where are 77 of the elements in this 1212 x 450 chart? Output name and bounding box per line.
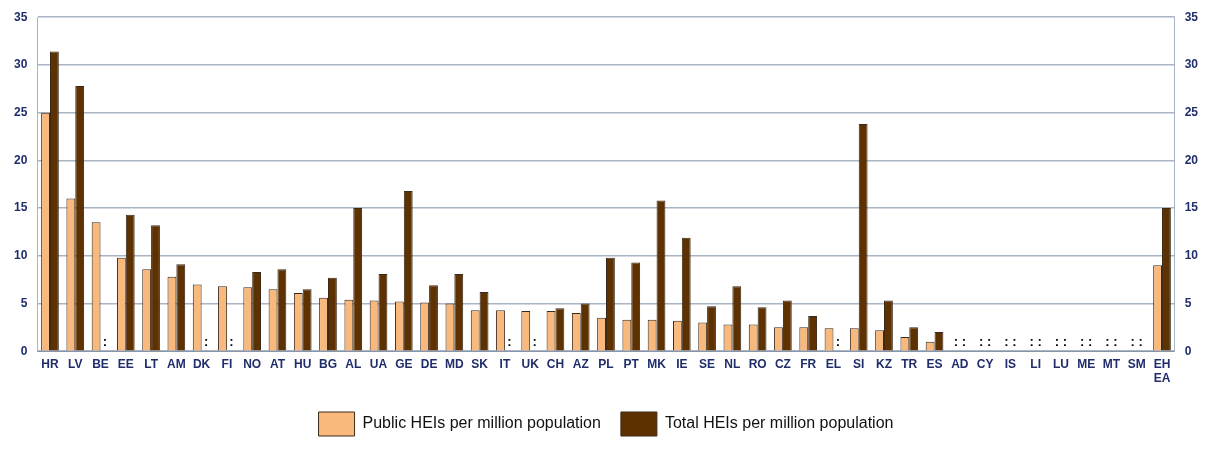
annotation: : [532, 334, 537, 350]
y-tick-label: 25 [13, 104, 28, 119]
x-tick-label: SK [471, 356, 489, 371]
x-tick-label: HU [294, 356, 312, 371]
x-tick-label: MK [647, 356, 667, 371]
annotation: : [507, 334, 512, 350]
x-tick-label: KZ [876, 356, 893, 371]
x-tick-label: IS [1004, 356, 1017, 371]
annotation: : : [1029, 334, 1042, 350]
x-tick-label: IE [676, 356, 688, 371]
x-tick-label: DE [420, 356, 438, 371]
y2-tick-label: 15 [1184, 200, 1199, 215]
x-tick-label: AT [269, 356, 286, 371]
annotation: : : [1054, 334, 1068, 350]
annotation: : : [1080, 334, 1093, 350]
y-tick-label: 15 [13, 200, 28, 215]
x-tick-label: ES [926, 356, 943, 371]
x-tick-label: EHEA [1153, 356, 1171, 386]
x-tick-label: AD [951, 356, 969, 371]
x-tick-label: BE [92, 356, 109, 371]
y2-tick-label: 5 [1184, 295, 1192, 310]
x-tick-label: NL [724, 356, 741, 371]
legend-label: Total HEIs per million population [664, 414, 894, 432]
x-tick-label: LU [1052, 356, 1069, 371]
x-tick-label: MT [1102, 356, 1121, 371]
x-tick-label: MD [445, 356, 465, 371]
x-tick-label: LI [1030, 356, 1041, 371]
x-tick-label: DK [192, 356, 211, 371]
annotation: : : [1105, 334, 1118, 350]
x-tick-label: LT [144, 356, 159, 371]
annotation: : : [953, 334, 966, 350]
annotation: : [203, 334, 209, 350]
x-tick-label: ME [1077, 356, 1096, 371]
x-tick-label: PT [623, 356, 640, 371]
x-tick-label: EE [117, 356, 134, 371]
annotation: : [102, 334, 108, 350]
x-tick-label: LV [68, 356, 83, 371]
x-tick-label: TR [901, 356, 918, 371]
y2-tick-label: 30 [1184, 57, 1199, 72]
y-tick-label: 30 [13, 57, 28, 72]
x-tick-label: UK [521, 356, 540, 371]
x-tick-label: CZ [774, 356, 791, 371]
x-tick-label: AZ [572, 356, 589, 371]
y2-tick-label: 10 [1184, 248, 1199, 263]
y-tick-label: 0 [20, 343, 28, 358]
x-tick-label: HR [41, 356, 59, 371]
annotation: : : [978, 334, 992, 350]
y2-tick-label: 20 [1184, 152, 1199, 167]
legend-label: Public HEIs per million population [362, 414, 601, 432]
x-tick-label: SM [1127, 356, 1146, 371]
x-tick-label: FR [800, 356, 817, 371]
x-tick-label: FI [221, 356, 233, 371]
x-tick-label: EL [825, 356, 842, 371]
x-tick-label: BG [318, 356, 337, 371]
annotation: : : [1004, 334, 1017, 350]
y-tick-label: 10 [13, 248, 28, 263]
x-tick-label: IT [499, 356, 511, 371]
x-tick-label: SE [699, 356, 716, 371]
x-tick-label: PL [598, 356, 614, 371]
x-tick-label: CH [546, 356, 565, 371]
annotation: : : [1130, 334, 1143, 350]
x-tick-label: SI [853, 356, 865, 371]
x-tick-label: CY [976, 356, 994, 371]
annotation: : [229, 334, 234, 350]
y-tick-label: 35 [13, 9, 28, 24]
x-tick-label: UA [369, 356, 388, 371]
x-tick-label: NO [243, 356, 262, 371]
y2-tick-label: 25 [1184, 104, 1199, 119]
x-tick-label: AL [345, 356, 362, 371]
x-tick-label: AM [167, 356, 186, 371]
y2-tick-label: 0 [1184, 343, 1192, 358]
x-tick-label: RO [748, 356, 767, 371]
x-tick-label: GE [395, 356, 413, 371]
y-tick-label: 5 [20, 295, 28, 310]
y-tick-label: 20 [13, 152, 28, 167]
y2-tick-label: 35 [1184, 9, 1199, 24]
annotation: : [835, 334, 841, 350]
